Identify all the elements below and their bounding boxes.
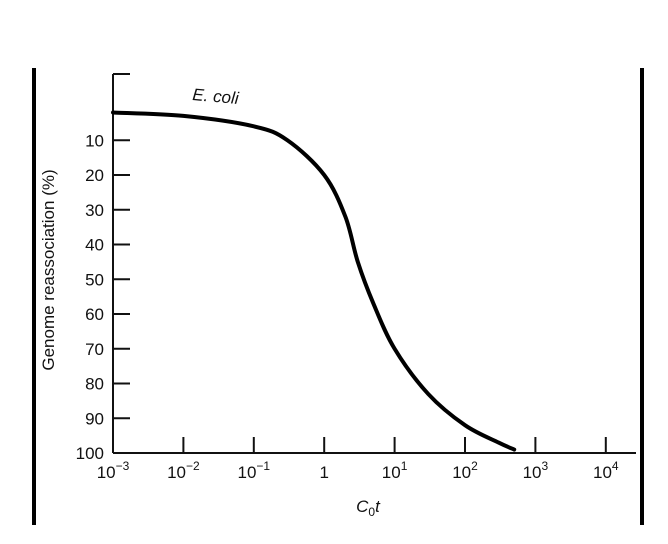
e-coli-label: E. coli: [192, 85, 241, 108]
y-tick-label: 80: [85, 375, 104, 394]
y-tick-label: 10: [85, 131, 104, 150]
x-tick-label: 10−2: [167, 459, 200, 482]
y-tick-label: 70: [85, 340, 104, 359]
x-tick-label: 1: [319, 463, 328, 482]
x-axis: 10−3 10−2 10−1 1 101 102 103 104: [97, 437, 636, 482]
left-border-line: [32, 68, 36, 525]
y-tick-label: 60: [85, 305, 104, 324]
y-tick-label: 40: [85, 236, 104, 255]
y-tick-label: 100: [76, 444, 104, 463]
y-tick-label: 50: [85, 270, 104, 289]
x-tick-label: 103: [523, 459, 549, 482]
x-tick-label: 104: [593, 459, 619, 482]
y-tick-label: 90: [85, 409, 104, 428]
e-coli-curve: [111, 110, 517, 452]
x-tick-label: 10−1: [237, 459, 270, 482]
x-tick-label: 101: [382, 459, 408, 482]
x-tick-label: 10−3: [97, 459, 130, 482]
right-border-line: [640, 68, 644, 525]
x-axis-title: C0t: [356, 497, 381, 519]
y-axis-title: Genome reassociation (%): [39, 169, 58, 370]
x-tick-label: 102: [452, 459, 478, 482]
y-axis: 10 20 30 40 50 60 70 80 90 100: [76, 73, 130, 463]
y-tick-label: 20: [85, 166, 104, 185]
y-tick-label: 30: [85, 201, 104, 220]
